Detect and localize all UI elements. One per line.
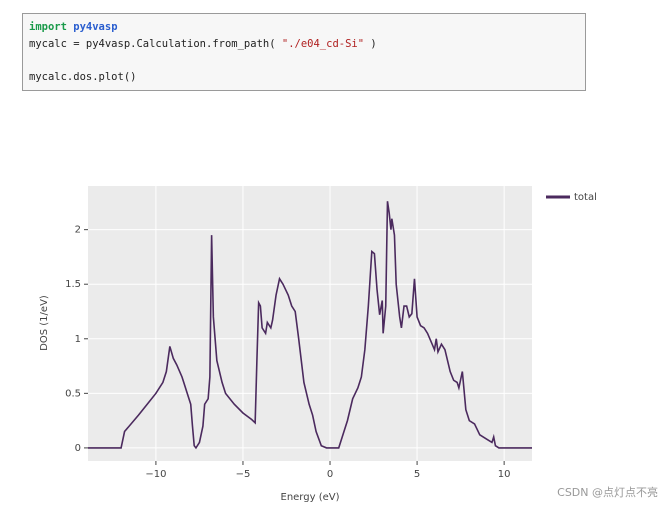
x-axis-title: Energy (eV): [281, 492, 340, 503]
x-tick-label: −5: [236, 469, 251, 480]
x-tick-label: 5: [414, 469, 420, 480]
keyword: import: [29, 21, 67, 33]
plot-background: [88, 186, 532, 461]
y-tick-label: 0.5: [65, 388, 81, 399]
module: py4vasp: [73, 21, 118, 33]
y-tick-label: 1: [75, 334, 81, 345]
code-line: import py4vasp: [29, 19, 579, 36]
x-tick-label: 0: [327, 469, 333, 480]
data-line: [88, 201, 532, 450]
y-tick-label: 1.5: [65, 279, 81, 290]
x-tick-label: 10: [498, 469, 511, 480]
code-text: mycalc = py4vasp.Calculation.from_path(: [29, 37, 276, 50]
watermark: CSDN @点灯点不亮: [557, 486, 658, 499]
code-text: ): [370, 37, 377, 50]
code-line: mycalc.dos.plot(): [29, 69, 579, 86]
y-tick-label: 2: [75, 225, 81, 236]
code-text: mycalc.dos.plot(): [29, 70, 137, 83]
y-tick-label: 0: [75, 443, 81, 454]
y-axis-title: DOS (1/eV): [39, 295, 50, 351]
code-line: mycalc = py4vasp.Calculation.from_path( …: [29, 36, 579, 53]
code-cell[interactable]: import py4vasp mycalc = py4vasp.Calculati…: [22, 13, 586, 91]
string: "./e04_cd-Si": [281, 37, 365, 50]
legend-label: total: [574, 192, 597, 203]
x-tick-label: −10: [145, 469, 166, 480]
